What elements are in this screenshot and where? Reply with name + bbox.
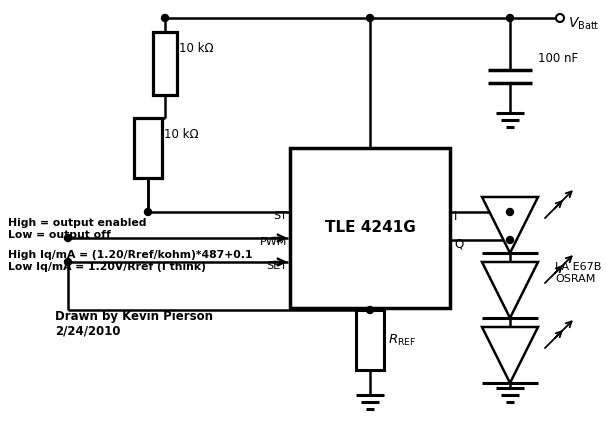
Circle shape xyxy=(144,208,152,216)
Circle shape xyxy=(507,14,513,22)
Polygon shape xyxy=(482,262,538,318)
Circle shape xyxy=(367,14,373,22)
Text: Drawn by Kevin Pierson
2/24/2010: Drawn by Kevin Pierson 2/24/2010 xyxy=(55,310,213,338)
Text: High Iq/mA = (1.20/Rref/kohm)*487+0.1
Low Iq/mA = 1.20V/Rref (I think): High Iq/mA = (1.20/Rref/kohm)*487+0.1 Lo… xyxy=(8,250,253,272)
Circle shape xyxy=(162,14,168,22)
Text: $R_{\mathrm{REF}}$: $R_{\mathrm{REF}}$ xyxy=(388,333,416,348)
Bar xyxy=(153,32,177,95)
Bar xyxy=(290,148,450,308)
Circle shape xyxy=(64,259,72,265)
Text: ST: ST xyxy=(273,211,287,221)
Text: High = output enabled
Low = output off: High = output enabled Low = output off xyxy=(8,218,147,240)
Circle shape xyxy=(507,236,513,243)
Circle shape xyxy=(556,14,564,22)
Circle shape xyxy=(367,306,373,314)
Polygon shape xyxy=(482,327,538,383)
Text: 100 nF: 100 nF xyxy=(538,51,578,65)
Circle shape xyxy=(64,235,72,241)
Bar xyxy=(356,310,384,370)
Text: PWM: PWM xyxy=(259,237,287,247)
Circle shape xyxy=(507,208,513,216)
Text: $V_{\mathrm{Batt}}$: $V_{\mathrm{Batt}}$ xyxy=(568,16,599,32)
Text: 10 kΩ: 10 kΩ xyxy=(164,128,199,141)
Text: Q: Q xyxy=(454,238,463,251)
Polygon shape xyxy=(482,197,538,253)
Text: LA E67B
OSRAM: LA E67B OSRAM xyxy=(555,262,601,284)
Text: I: I xyxy=(454,209,458,222)
Text: TLE 4241G: TLE 4241G xyxy=(325,221,415,235)
Bar xyxy=(134,118,162,178)
Text: SET: SET xyxy=(266,261,287,271)
Text: 10 kΩ: 10 kΩ xyxy=(179,42,214,55)
